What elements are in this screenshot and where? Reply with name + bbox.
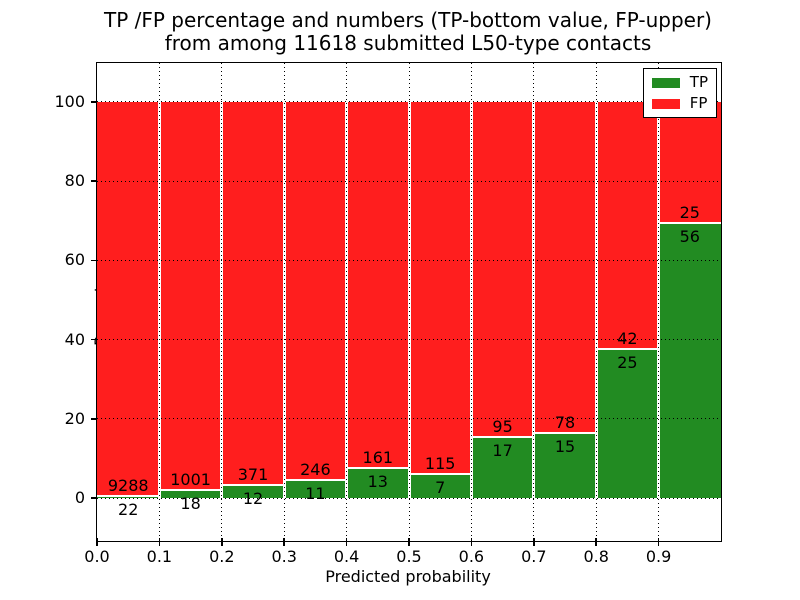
x-tick-mark <box>158 538 161 546</box>
x-tick-mark <box>345 538 348 546</box>
tp-count-label: 7 <box>435 478 446 498</box>
y-tick-mark <box>91 259 97 262</box>
x-tick-mark <box>657 538 660 546</box>
legend-label-tp: TP <box>689 73 708 91</box>
gridline-horizontal <box>97 339 721 341</box>
tp-count-label: 25 <box>617 353 638 373</box>
bar-tp-segment <box>159 491 222 499</box>
fp-count-label: 161 <box>362 447 394 467</box>
x-tick-mark <box>470 538 473 546</box>
y-tick-label: 80 <box>64 171 85 191</box>
gridline-horizontal <box>97 418 721 420</box>
tp-count-label: 11 <box>305 484 326 504</box>
bar-fp-segment <box>221 101 285 486</box>
bar-tp-segment <box>658 224 721 499</box>
bar-fp-segment <box>409 101 472 476</box>
fp-count-label: 78 <box>554 413 576 433</box>
gridline-vertical <box>283 63 285 541</box>
gridline-horizontal <box>97 180 721 182</box>
tp-count-label: 13 <box>367 471 388 491</box>
y-tick-label: 20 <box>64 408 85 428</box>
fp-count-label: 246 <box>300 460 331 480</box>
y-tick-label: 100 <box>54 91 85 111</box>
gridline-vertical <box>346 63 348 541</box>
y-tick-label: 0 <box>74 488 85 508</box>
fp-count-label: 9288 <box>107 476 149 496</box>
y-tick-mark <box>91 497 97 499</box>
bar-fp-segment <box>471 101 534 439</box>
bar-fp-segment <box>346 101 409 469</box>
bar-tp-segment <box>284 481 347 499</box>
bar-fp-segment <box>159 101 222 492</box>
bar-fp-segment <box>658 101 721 225</box>
x-tick-label: 0.3 <box>271 547 297 566</box>
x-tick-label: 0.6 <box>458 547 485 566</box>
fp-count-label: 42 <box>617 329 638 349</box>
x-tick-label: 0.5 <box>396 547 422 566</box>
tp-count-label: 22 <box>118 500 139 520</box>
y-tick-mark <box>91 418 97 420</box>
bar-tp-segment <box>533 434 597 499</box>
bar-fp-segment <box>596 101 659 351</box>
bar-tp-segment <box>346 468 409 499</box>
gridline-vertical <box>408 63 410 541</box>
legend-item-tp: TP <box>651 73 708 91</box>
legend-swatch-tp-icon <box>651 77 680 88</box>
chart-title: TP /FP percentage and numbers (TP-bottom… <box>96 9 720 55</box>
y-tick-mark <box>91 101 97 103</box>
x-axis-label: Predicted probability <box>325 567 491 586</box>
bar-fp-segment <box>533 101 597 435</box>
tp-count-label: 17 <box>492 441 513 461</box>
y-tick-mark <box>91 180 97 182</box>
tp-count-label: 12 <box>242 488 264 508</box>
fp-count-label: 371 <box>237 464 269 484</box>
fp-count-label: 1001 <box>170 470 211 490</box>
gridline-vertical <box>658 63 660 541</box>
bar-fp-segment <box>97 101 160 498</box>
bar-tp-segment <box>221 485 285 499</box>
gridline-horizontal <box>97 259 721 261</box>
x-tick-mark <box>96 538 98 546</box>
gridline-vertical <box>470 63 472 541</box>
legend: TP FP <box>642 68 717 118</box>
x-tick-mark <box>533 538 535 546</box>
gridline-horizontal <box>97 101 721 103</box>
x-tick-mark <box>595 538 597 546</box>
gridline-vertical <box>158 63 160 541</box>
chart-title-line-1: TP /FP percentage and numbers (TP-bottom… <box>104 8 712 32</box>
tp-count-label: 56 <box>679 227 700 247</box>
tp-count-label: 15 <box>554 437 576 457</box>
y-tick-label: 40 <box>64 329 85 349</box>
x-tick-label: 0.4 <box>333 547 360 566</box>
x-tick-label: 0.7 <box>521 547 547 566</box>
y-tick-label: 60 <box>64 250 85 270</box>
legend-label-fp: FP <box>689 94 708 112</box>
x-tick-label: 0.9 <box>645 547 672 566</box>
x-tick-mark <box>221 538 223 546</box>
x-tick-mark <box>283 538 285 546</box>
x-tick-label: 0.8 <box>583 547 609 566</box>
x-tick-label: 0.1 <box>146 547 173 566</box>
x-tick-label: 0.2 <box>209 547 235 566</box>
legend-item-fp: FP <box>651 94 708 112</box>
fp-count-label: 25 <box>679 203 700 223</box>
y-tick-mark <box>91 338 97 341</box>
fp-count-label: 115 <box>424 454 456 474</box>
plot-area: TP FP 9288 22 0.0 1001 18 0.1 371 12 0.2 246 11 0.3… <box>54 62 722 566</box>
gridline-vertical <box>221 63 223 541</box>
fp-count-label: 95 <box>492 417 513 437</box>
tp-count-label: 18 <box>180 494 201 514</box>
legend-swatch-fp-icon <box>651 98 680 109</box>
bar-tp-segment <box>471 438 534 499</box>
gridline-vertical <box>533 63 535 541</box>
bar-fp-segment <box>284 101 347 482</box>
bar-tp-segment <box>409 475 472 499</box>
x-tick-mark <box>408 538 410 546</box>
gridline-horizontal <box>97 497 721 499</box>
x-tick-label: 0.0 <box>84 547 110 566</box>
bar-tp-segment <box>596 350 659 499</box>
chart-title-line-2: from among 11618 submitted L50-type cont… <box>164 31 652 55</box>
gridline-vertical <box>595 63 597 541</box>
